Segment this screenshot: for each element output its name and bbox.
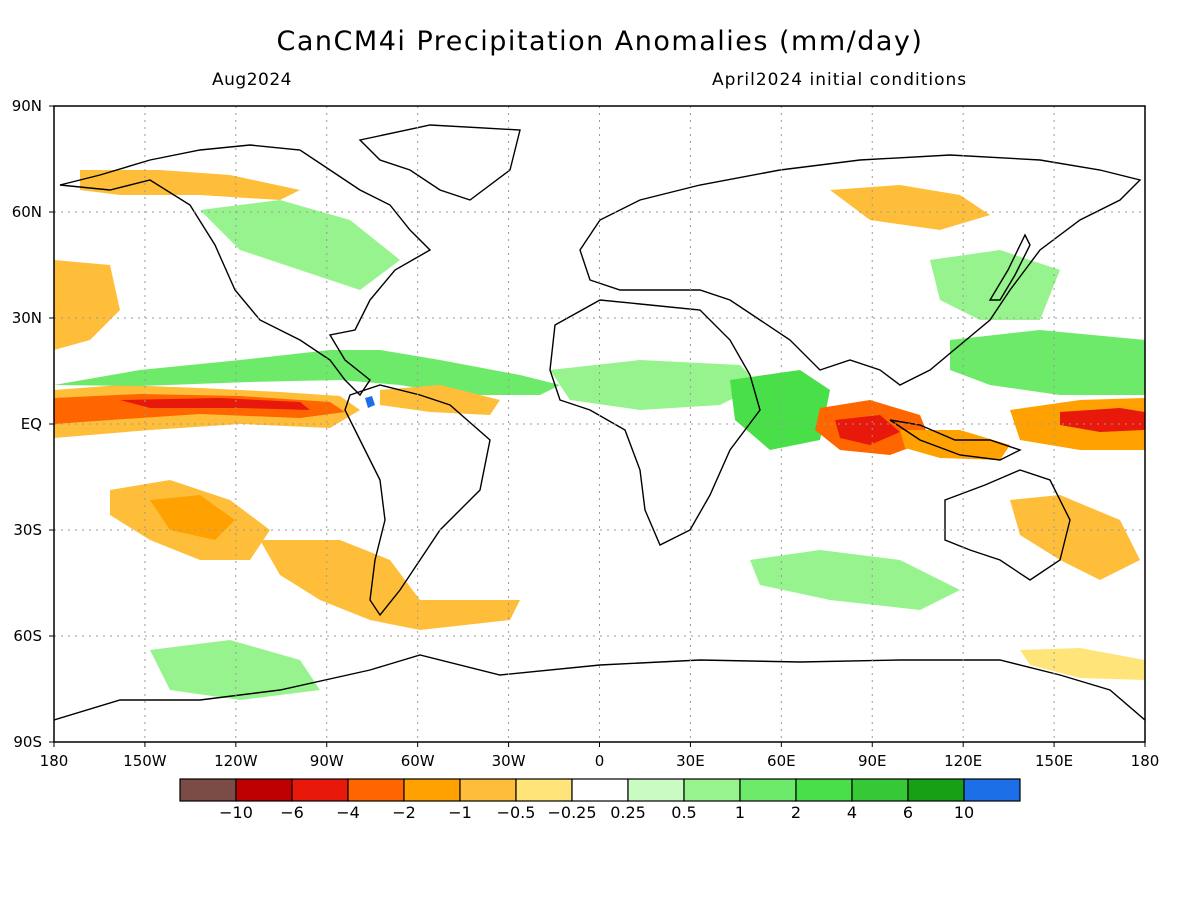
colorbar-swatch <box>851 778 909 802</box>
forecast-month: Aug2024 <box>212 70 292 90</box>
colorbar-swatch <box>179 778 237 802</box>
colorbar-label: 0.5 <box>671 803 696 822</box>
anomaly-wet-west-indian-ocean <box>730 370 830 450</box>
coastline-greenland <box>358 124 521 201</box>
lon-label: 180 <box>1131 752 1160 770</box>
colorbar-swatch <box>403 778 461 802</box>
colorbar-swatch <box>571 778 629 802</box>
anomaly-dry-australia-east <box>1010 495 1140 580</box>
colorbar-label: 4 <box>847 803 857 822</box>
colorbar-swatch <box>627 778 685 802</box>
anomaly-wet-africa-sahel <box>550 360 760 410</box>
anomaly-dry-west-pacific-core <box>1060 408 1145 432</box>
colorbar-swatch <box>683 778 741 802</box>
lat-label: 90S <box>13 733 42 751</box>
coastline-indonesia <box>889 419 1022 461</box>
anomaly-wet-southern-indian <box>750 550 960 610</box>
lon-label: 150E <box>1035 752 1073 770</box>
colorbar <box>179 778 1021 802</box>
lon-label: 90E <box>858 752 887 770</box>
longitude-labels: 180 150W 120W 90W 60W 30W 0 30E 60E 90E 120E 150E 18… <box>40 752 1160 770</box>
lat-label: 60N <box>12 203 42 221</box>
coastline-africa <box>549 299 761 546</box>
colorbar-labels: −10 −6 −4 −2 −1 −0.5 −0.25 0.25 0.5 1 2 4 6 10 <box>219 803 974 822</box>
anomaly-dry-south-america <box>260 540 520 630</box>
coastline-japan <box>988 233 1031 301</box>
anomaly-wet-east-asia <box>930 250 1060 320</box>
lat-label: 90N <box>12 97 42 115</box>
graticule <box>54 106 1145 742</box>
colorbar-label: −6 <box>280 803 304 822</box>
lat-label: EQ <box>21 415 42 433</box>
lon-label: 120W <box>214 752 258 770</box>
colorbar-label: 6 <box>903 803 913 822</box>
colorbar-swatch <box>347 778 405 802</box>
lon-label: 90W <box>310 752 344 770</box>
colorbar-swatch <box>291 778 349 802</box>
anomaly-dry-ross-sea <box>1020 648 1145 680</box>
lon-label: 60E <box>767 752 796 770</box>
lon-label: 120E <box>944 752 982 770</box>
coastline-south-america <box>344 384 491 617</box>
coastline-eurasia <box>579 154 1142 386</box>
anomaly-dry-pacific-max <box>120 398 310 410</box>
map-title: CanCM4i Precipitation Anomalies (mm/day) <box>276 26 924 57</box>
colorbar-label: −2 <box>392 803 416 822</box>
anomaly-dry-east-indian-core <box>835 415 900 445</box>
initial-conditions-label: April2024 initial conditions <box>712 70 968 90</box>
colorbar-label: −0.5 <box>497 803 536 822</box>
anomaly-dry-siberia <box>830 185 990 230</box>
anomaly-wet-central-america <box>54 350 560 395</box>
colorbar-label: −0.25 <box>547 803 596 822</box>
colorbar-swatch <box>739 778 797 802</box>
anomaly-shading <box>54 170 1145 700</box>
anomaly-dry-north-pacific <box>54 260 120 350</box>
colorbar-label: −10 <box>219 803 253 822</box>
colorbar-label: 1 <box>735 803 745 822</box>
lon-label: 180 <box>40 752 69 770</box>
anomaly-wet-southern-pacific <box>150 640 320 700</box>
axis-ticks <box>49 105 1146 747</box>
anomaly-wet-north-america <box>200 200 400 290</box>
colorbar-swatch <box>459 778 517 802</box>
lon-label: 150W <box>123 752 167 770</box>
coastline-north-america <box>59 144 432 397</box>
colorbar-label: 10 <box>954 803 974 822</box>
colorbar-swatch <box>795 778 853 802</box>
lat-label: 30N <box>12 309 42 327</box>
lon-label: 60W <box>401 752 435 770</box>
anomaly-dry-south-pacific-core <box>150 495 235 540</box>
colorbar-label: 0.25 <box>610 803 646 822</box>
lon-label: 30E <box>676 752 705 770</box>
anomaly-dry-arctic-canada <box>80 170 300 200</box>
coastlines <box>54 124 1145 721</box>
lon-label: 0 <box>595 752 605 770</box>
latitude-labels: 90N 60N 30N EQ 30S 60S 90S <box>12 97 42 751</box>
colorbar-label: −4 <box>336 803 360 822</box>
colorbar-label: 2 <box>791 803 801 822</box>
lon-label: 30W <box>492 752 526 770</box>
colorbar-swatch <box>963 778 1021 802</box>
colorbar-swatch <box>907 778 965 802</box>
anomaly-dry-maritime <box>900 430 1010 460</box>
colorbar-label: −1 <box>448 803 472 822</box>
lat-label: 60S <box>13 627 42 645</box>
lat-label: 30S <box>13 521 42 539</box>
colorbar-swatch <box>515 778 573 802</box>
anomaly-wet-peak-colombia <box>365 396 375 408</box>
coastline-australia <box>944 469 1071 581</box>
coastline-antarctica <box>54 654 1145 721</box>
anomaly-wet-philippine-sea <box>950 330 1145 395</box>
colorbar-swatch <box>235 778 293 802</box>
